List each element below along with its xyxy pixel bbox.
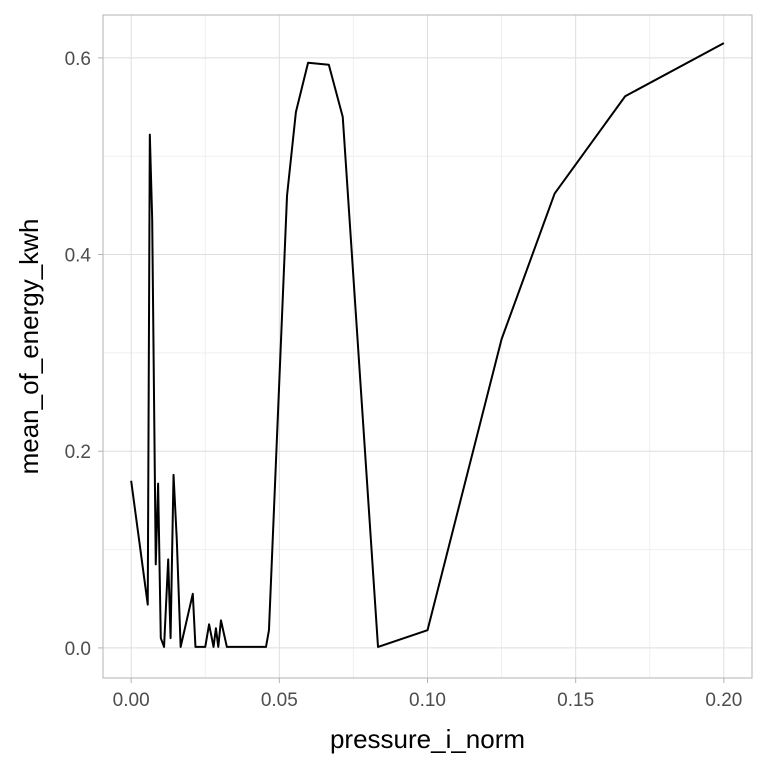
- y-tick-label: 0.6: [65, 49, 91, 70]
- y-tick-label: 0.2: [65, 442, 91, 463]
- x-tick-label: 0.00: [113, 690, 150, 711]
- y-tick-label: 0.0: [65, 639, 91, 660]
- x-tick-label: 0.10: [409, 690, 446, 711]
- x-tick-label: 0.20: [705, 690, 742, 711]
- series-line: [130, 42, 725, 648]
- y-axis-title: mean_of_energy_kwh: [14, 219, 44, 475]
- y-axis-tick-labels: 0.0 0.2 0.4 0.6: [65, 49, 92, 660]
- y-tick-label: 0.4: [65, 246, 92, 267]
- major-gridlines: [103, 15, 752, 678]
- x-tick-label: 0.05: [261, 690, 298, 711]
- x-tick-label: 0.15: [557, 690, 594, 711]
- x-axis-tick-labels: 0.00 0.05 0.10 0.15 0.20: [113, 690, 743, 711]
- series-layer: [130, 42, 725, 648]
- x-axis-title: pressure_i_norm: [330, 724, 525, 754]
- axis-tick-marks: [98, 57, 725, 683]
